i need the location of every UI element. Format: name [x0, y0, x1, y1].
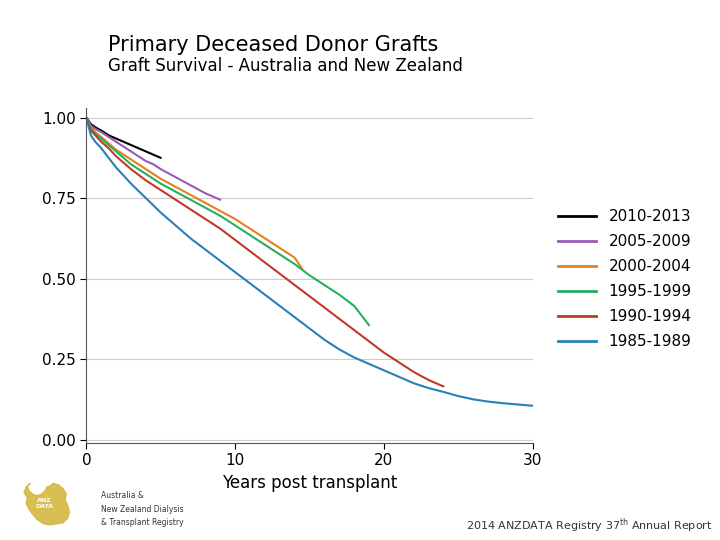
Text: 2014 ANZDATA Registry 37$^{\mathregular{th}}$ Annual Report: 2014 ANZDATA Registry 37$^{\mathregular{…: [467, 516, 713, 535]
Legend: 2010-2013, 2005-2009, 2000-2004, 1995-1999, 1990-1994, 1985-1989: 2010-2013, 2005-2009, 2000-2004, 1995-19…: [558, 210, 692, 349]
Text: New Zealand Dialysis: New Zealand Dialysis: [101, 505, 184, 514]
X-axis label: Years post transplant: Years post transplant: [222, 474, 397, 492]
Text: Primary Deceased Donor Grafts: Primary Deceased Donor Grafts: [108, 35, 438, 55]
Text: Australia &: Australia &: [101, 491, 144, 501]
Text: Graft Survival - Australia and New Zealand: Graft Survival - Australia and New Zeala…: [108, 57, 463, 75]
Text: & Transplant Registry: & Transplant Registry: [101, 518, 184, 528]
Polygon shape: [24, 483, 69, 525]
Text: ANZ
DATA: ANZ DATA: [35, 498, 53, 509]
